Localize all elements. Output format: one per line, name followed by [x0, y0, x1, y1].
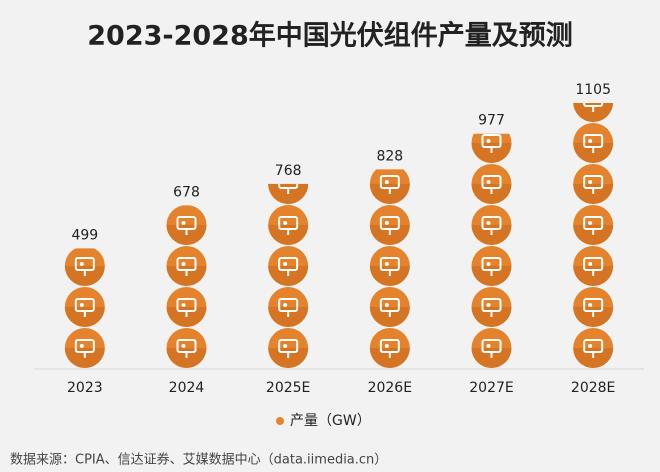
legend-label: 产量（GW）: [290, 413, 371, 429]
icon-dot: [384, 303, 389, 307]
icon-dot: [486, 139, 491, 143]
value-label: 1105: [575, 82, 611, 98]
value-label: 678: [173, 184, 200, 200]
x-tick-label: 2023: [67, 380, 103, 396]
icon-dot: [283, 344, 288, 348]
icon-dot: [588, 344, 593, 348]
value-label: 768: [275, 163, 302, 179]
icon-dot: [486, 344, 491, 348]
icon-dot: [384, 262, 389, 266]
icon-dot: [486, 262, 491, 266]
icon-dot: [384, 221, 389, 225]
icon-dot: [384, 180, 389, 184]
icon-dot: [588, 221, 593, 225]
icon-dot: [283, 303, 288, 307]
icon-dot: [486, 180, 491, 184]
icon-dot: [588, 180, 593, 184]
icon-shade: [573, 103, 614, 122]
bar: [268, 183, 309, 368]
icon-dot: [181, 221, 186, 225]
icon-dot: [284, 183, 286, 184]
icon-dot: [283, 221, 288, 225]
x-tick-label: 2027E: [469, 380, 513, 396]
x-tick-label: 2025E: [266, 380, 310, 396]
icon-dot: [486, 221, 491, 225]
bar: [369, 169, 410, 368]
icon-dot: [79, 262, 84, 266]
icon-dot: [181, 344, 186, 348]
source-note: 数据来源：CPIA、信达证券、艾媒数据中心（data.iimedia.cn）: [10, 452, 387, 468]
legend-marker: [276, 417, 284, 425]
value-label: 977: [478, 113, 505, 129]
icon-dot: [384, 344, 389, 348]
x-tick-label: 2024: [169, 380, 205, 396]
value-label: 828: [376, 148, 403, 164]
icon-dot: [79, 303, 84, 307]
bar: [64, 248, 105, 368]
icon-dot: [588, 303, 593, 307]
icon-dot: [181, 303, 186, 307]
x-tick-label: 2026E: [368, 380, 412, 396]
icon-dot: [588, 139, 593, 143]
icon-dot: [588, 262, 593, 266]
bar: [471, 133, 512, 368]
value-label: 499: [71, 227, 98, 243]
bar: [573, 103, 614, 368]
icon-dot: [181, 262, 186, 266]
x-tick-label: 2028E: [571, 380, 615, 396]
icon-dot: [283, 262, 288, 266]
bar: [166, 205, 207, 368]
chart-title: 2023-2028年中国光伏组件产量及预测: [87, 20, 573, 52]
icon-dot: [79, 344, 84, 348]
icon-dot: [486, 303, 491, 307]
